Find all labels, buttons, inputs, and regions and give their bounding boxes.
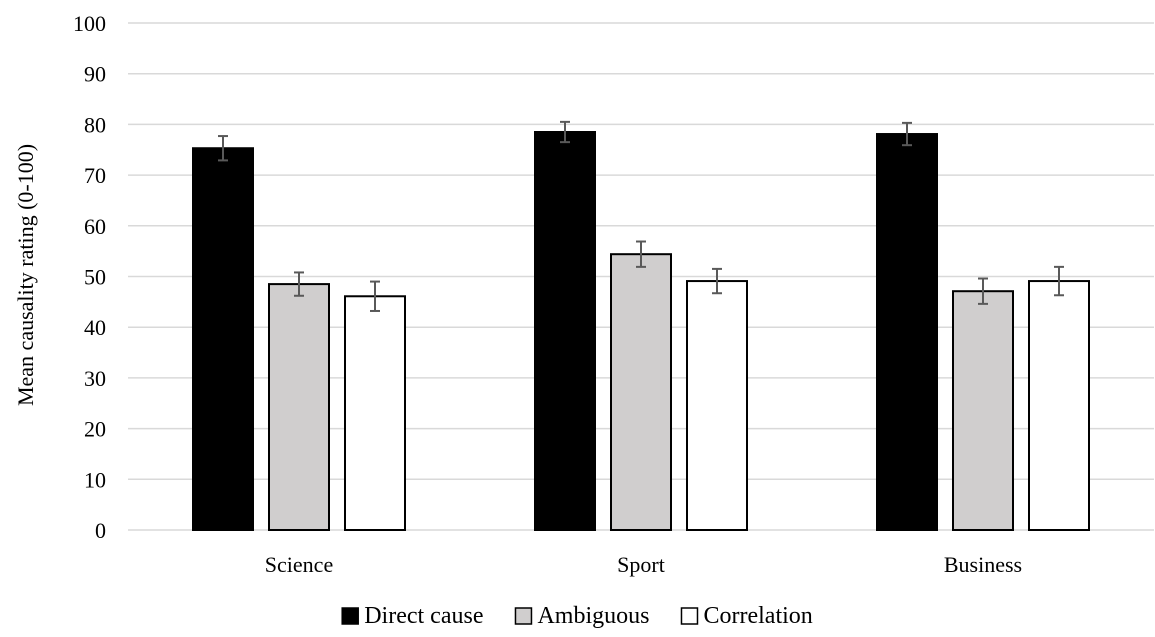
bar-correlation-science [344, 295, 406, 532]
y-tick-label: 20 [84, 417, 106, 442]
error-bar-direct-cause-science [218, 135, 228, 162]
error-bar-ambiguous-sport [636, 240, 646, 268]
error-bar-direct-cause-sport [560, 120, 570, 144]
bar-correlation-business [1028, 280, 1090, 531]
legend-item-direct-cause: Direct cause [341, 603, 483, 629]
y-axis-title: Mean causality rating (0-100) [13, 144, 38, 406]
y-tick-label: 90 [84, 62, 106, 87]
y-tick-label: 70 [84, 163, 106, 188]
error-bar-correlation-science [370, 280, 380, 312]
x-axis-categories: Science Sport Business [265, 552, 1022, 577]
error-bar-ambiguous-business [978, 277, 988, 305]
bar-ambiguous-science [268, 283, 330, 532]
bar-correlation-sport [686, 280, 748, 531]
legend-label: Correlation [703, 603, 812, 629]
bar-direct-cause-sport [534, 131, 596, 531]
y-tick-label: 60 [84, 214, 106, 239]
y-tick-label: 30 [84, 366, 106, 391]
y-tick-label: 10 [84, 467, 106, 492]
legend-label: Ambiguous [537, 603, 649, 629]
y-tick-label: 0 [95, 518, 106, 543]
error-bars [218, 120, 1064, 312]
legend-swatch [341, 607, 359, 625]
y-tick-label: 80 [84, 112, 106, 137]
x-category-label: Business [944, 552, 1022, 577]
bar-ambiguous-business [952, 290, 1014, 531]
legend: Direct cause Ambiguous Correlation [341, 603, 813, 629]
bars [192, 131, 1090, 532]
bar-direct-cause-business [876, 133, 938, 532]
y-tick-label: 40 [84, 315, 106, 340]
error-bar-correlation-sport [712, 267, 722, 295]
x-category-label: Sport [617, 552, 665, 577]
y-tick-label: 50 [84, 265, 106, 290]
legend-swatch [680, 607, 699, 625]
bar-direct-cause-science [192, 147, 254, 531]
error-bar-correlation-business [1054, 265, 1064, 297]
legend-label: Direct cause [364, 603, 483, 629]
legend-item-correlation: Correlation [680, 603, 813, 629]
legend-swatch [514, 607, 533, 625]
error-bar-direct-cause-business [902, 121, 912, 147]
legend-item-ambiguous: Ambiguous [514, 603, 649, 629]
x-category-label: Science [265, 552, 333, 577]
error-bar-ambiguous-science [294, 271, 304, 297]
y-tick-label: 100 [73, 11, 106, 36]
bar-ambiguous-sport [610, 253, 672, 532]
y-axis-ticks: 0 10 20 30 40 50 60 70 80 90 100 [73, 11, 106, 543]
